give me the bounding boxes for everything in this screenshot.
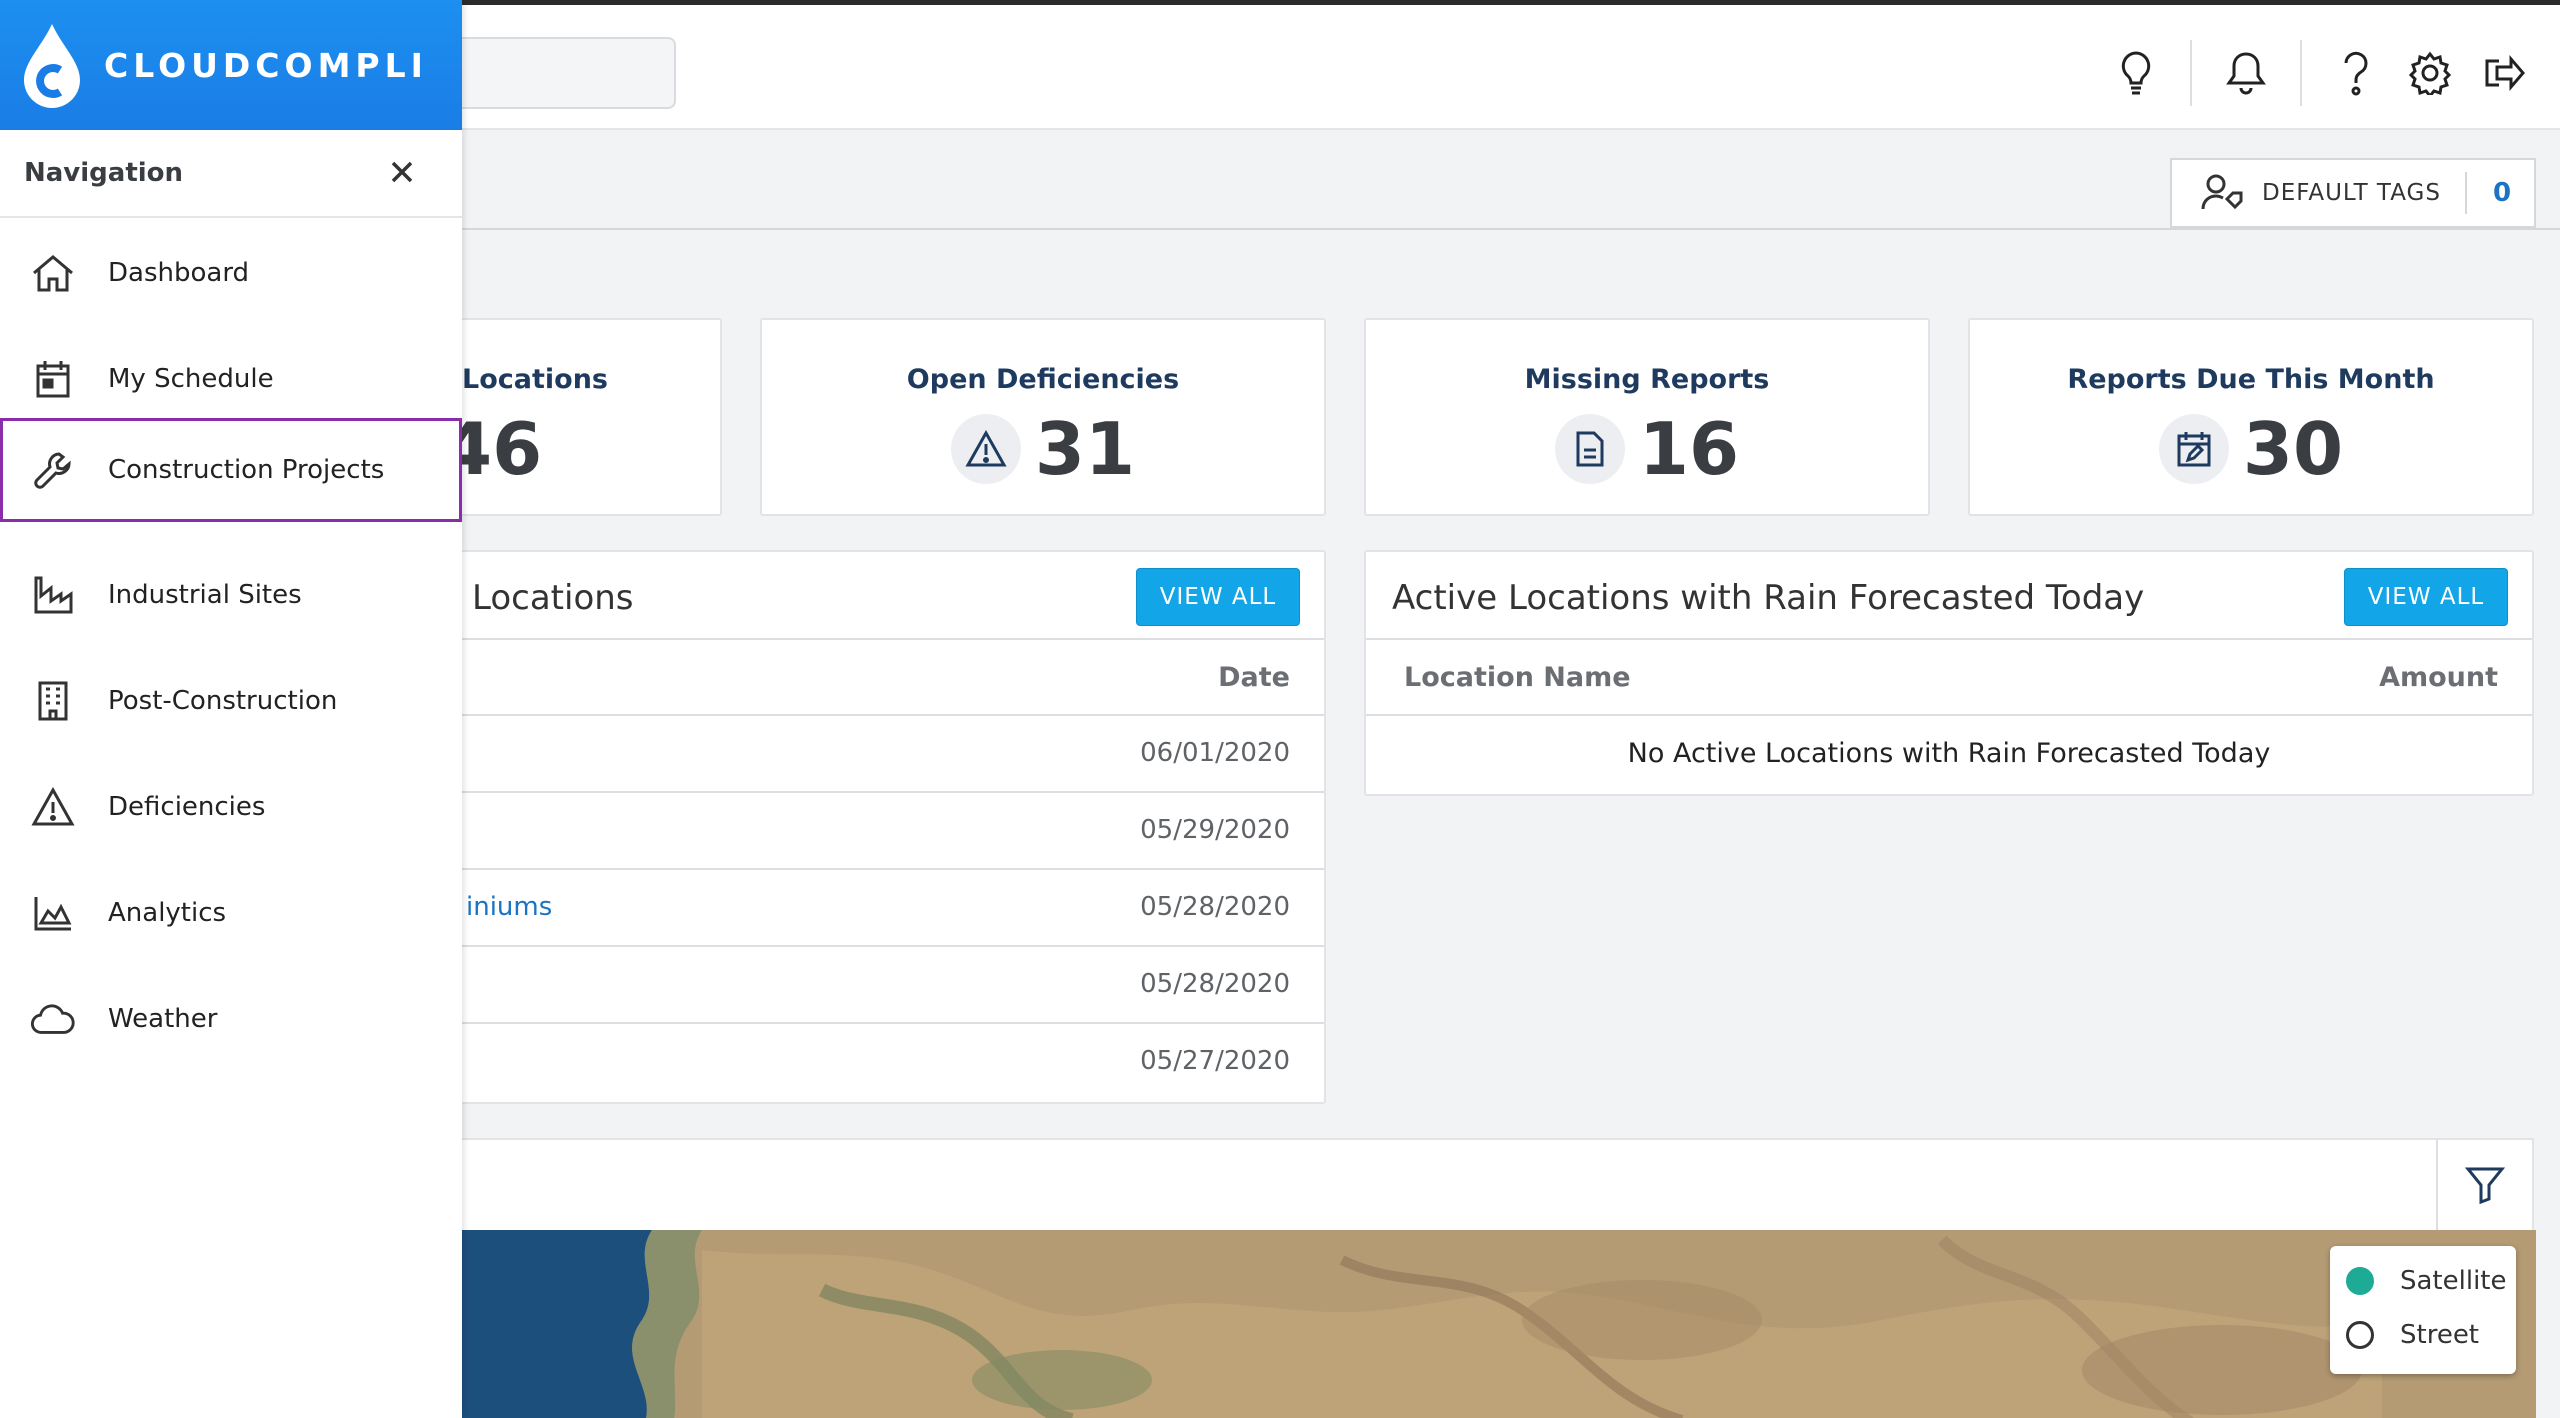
default-tags-button[interactable]: DEFAULT TAGS 0 bbox=[2170, 158, 2536, 228]
document-icon bbox=[1554, 414, 1625, 484]
nav-item-post-construction[interactable]: Post-Construction bbox=[0, 648, 462, 754]
layer-label: Satellite bbox=[2400, 1266, 2507, 1296]
stat-title: Reports Due This Month bbox=[2067, 364, 2435, 395]
nav-item-label: Analytics bbox=[108, 898, 227, 928]
divider bbox=[2464, 172, 2467, 214]
brand-header[interactable]: CLOUDCOMPLI bbox=[0, 0, 462, 130]
stat-title: Locations bbox=[462, 364, 608, 395]
stat-value: 16 bbox=[1638, 407, 1740, 491]
divider bbox=[2190, 39, 2192, 106]
stat-title: Missing Reports bbox=[1524, 364, 1770, 395]
home-icon bbox=[30, 250, 76, 296]
row-date: 05/29/2020 bbox=[1140, 815, 1290, 845]
user-tag-icon bbox=[2201, 174, 2243, 210]
stat-card-missing-reports[interactable]: Missing Reports 16 bbox=[1364, 318, 1930, 516]
nav-item-analytics[interactable]: Analytics bbox=[0, 860, 462, 966]
default-tags-label: DEFAULT TAGS bbox=[2262, 180, 2441, 206]
view-all-button[interactable]: VIEW ALL bbox=[1136, 568, 1300, 626]
stat-value: 30 bbox=[2242, 407, 2344, 491]
cloudcompli-logo-icon bbox=[24, 24, 80, 108]
table-row[interactable]: 06/01/2020 bbox=[422, 716, 1324, 793]
filter-icon[interactable] bbox=[2436, 1140, 2532, 1230]
navigation-title: Navigation bbox=[24, 158, 184, 188]
map-layer-toggle: Satellite Street bbox=[2330, 1246, 2516, 1374]
rain-forecast-panel: Active Locations with Rain Forecasted To… bbox=[1364, 550, 2534, 796]
table-row[interactable]: 05/29/2020 bbox=[422, 793, 1324, 870]
row-date: 06/01/2020 bbox=[1140, 738, 1290, 768]
stat-value: 31 bbox=[1034, 407, 1136, 491]
table-row[interactable]: 05/28/2020 bbox=[422, 947, 1324, 1024]
nav-item-label: Deficiencies bbox=[108, 792, 266, 822]
search-input[interactable] bbox=[440, 37, 676, 109]
lightbulb-icon[interactable] bbox=[2106, 43, 2166, 103]
calendar-icon bbox=[30, 356, 76, 402]
row-date: 05/28/2020 bbox=[1140, 969, 1290, 999]
nav-item-label: Construction Projects bbox=[108, 455, 385, 485]
stat-card-reports-due[interactable]: Reports Due This Month 30 bbox=[1968, 318, 2534, 516]
navigation-header: Navigation bbox=[0, 130, 462, 218]
panel-title: Locations bbox=[472, 578, 634, 618]
nav-item-label: Industrial Sites bbox=[108, 580, 302, 610]
nav-item-industrial-sites[interactable]: Industrial Sites bbox=[0, 542, 462, 648]
help-icon[interactable] bbox=[2326, 43, 2386, 103]
recent-locations-panel: Locations VIEW ALL Date 06/01/2020 05/29… bbox=[420, 550, 1326, 1104]
warning-icon bbox=[30, 784, 76, 830]
row-date: 05/28/2020 bbox=[1140, 892, 1290, 922]
nav-item-label: My Schedule bbox=[108, 364, 274, 394]
gear-icon[interactable] bbox=[2400, 43, 2460, 103]
factory-icon bbox=[30, 572, 76, 618]
row-name[interactable]: iniums bbox=[466, 892, 553, 922]
calendar-edit-icon bbox=[2158, 414, 2229, 484]
bell-icon[interactable] bbox=[2216, 43, 2276, 103]
cloud-icon bbox=[30, 996, 76, 1042]
warning-icon bbox=[950, 414, 1021, 484]
default-tags-count: 0 bbox=[2492, 178, 2513, 208]
navigation-drawer: CLOUDCOMPLI Navigation Dashboard My Sche… bbox=[0, 0, 462, 1418]
stat-card-locations[interactable]: Locations 46 bbox=[420, 318, 722, 516]
stat-title: Open Deficiencies bbox=[906, 364, 1180, 395]
nav-item-label: Weather bbox=[108, 1004, 218, 1034]
column-header-location-name: Location Name bbox=[1404, 662, 1631, 693]
divider bbox=[2300, 39, 2302, 106]
layer-option-street[interactable]: Street bbox=[2346, 1320, 2479, 1350]
nav-item-deficiencies[interactable]: Deficiencies bbox=[0, 754, 462, 860]
layer-label: Street bbox=[2400, 1320, 2480, 1350]
nav-item-label: Dashboard bbox=[108, 258, 250, 288]
layer-option-satellite[interactable]: Satellite bbox=[2346, 1266, 2507, 1296]
wrench-icon bbox=[30, 447, 76, 493]
empty-message: No Active Locations with Rain Forecasted… bbox=[1627, 738, 2271, 769]
row-date: 05/27/2020 bbox=[1140, 1046, 1290, 1076]
column-header-date: Date bbox=[1218, 662, 1290, 693]
table-header: Location Name Amount bbox=[1366, 638, 2532, 716]
radio-unselected[interactable] bbox=[2346, 1321, 2374, 1349]
nav-item-weather[interactable]: Weather bbox=[0, 966, 462, 1072]
map-panel: Satellite Street bbox=[440, 1138, 2536, 1418]
panel-title: Active Locations with Rain Forecasted To… bbox=[1392, 578, 2145, 618]
nav-item-label: Post-Construction bbox=[108, 686, 338, 716]
satellite-map[interactable]: Satellite Street bbox=[442, 1230, 2536, 1418]
close-icon[interactable] bbox=[382, 152, 422, 192]
nav-item-construction-projects[interactable]: Construction Projects bbox=[0, 418, 462, 522]
brand-name: CLOUDCOMPLI bbox=[104, 45, 428, 85]
column-header-amount: Amount bbox=[2379, 662, 2498, 693]
building-icon bbox=[30, 678, 76, 724]
radio-selected[interactable] bbox=[2346, 1267, 2374, 1295]
header-actions bbox=[2106, 10, 2560, 135]
table-header: Date bbox=[422, 638, 1324, 716]
table-row[interactable]: 05/27/2020 bbox=[422, 1024, 1324, 1101]
nav-item-dashboard[interactable]: Dashboard bbox=[0, 220, 462, 326]
nav-item-my-schedule[interactable]: My Schedule bbox=[0, 326, 462, 432]
stat-card-open-deficiencies[interactable]: Open Deficiencies 31 bbox=[760, 318, 1326, 516]
logout-icon[interactable] bbox=[2474, 43, 2534, 103]
area-chart-icon bbox=[30, 890, 76, 936]
view-all-button[interactable]: VIEW ALL bbox=[2344, 568, 2508, 626]
table-row[interactable]: iniums 05/28/2020 bbox=[422, 870, 1324, 947]
